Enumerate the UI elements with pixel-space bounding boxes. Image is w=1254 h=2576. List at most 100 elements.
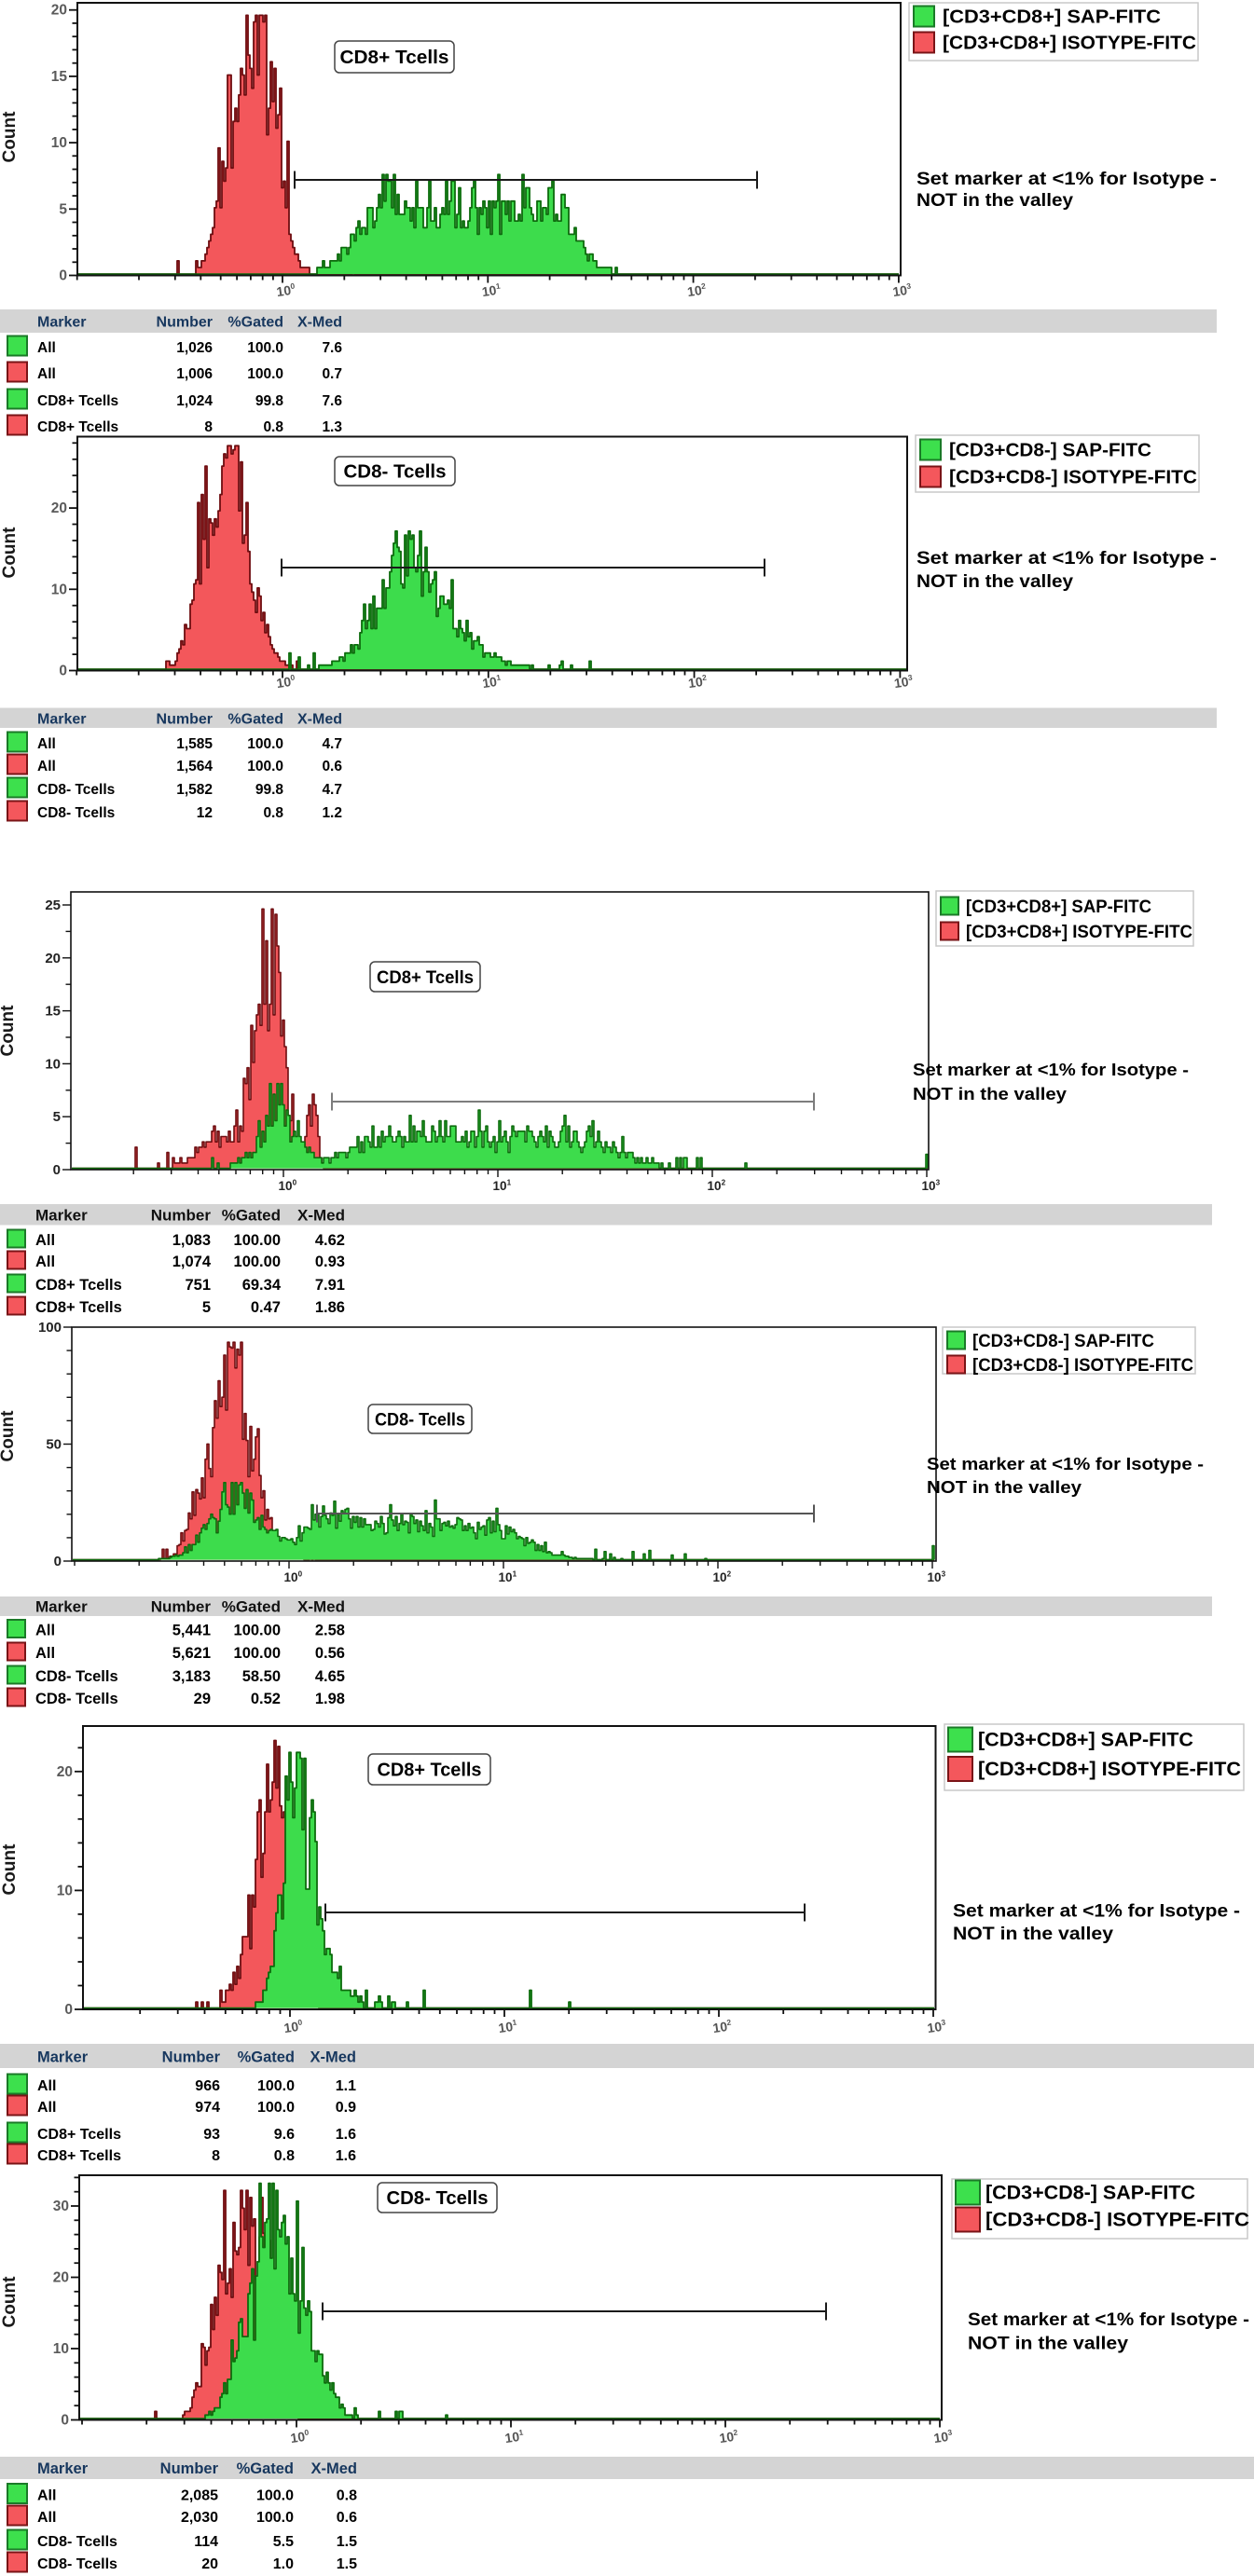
svg-text:0.56: 0.56	[315, 1645, 345, 1662]
svg-text:2: 2	[727, 1569, 732, 1578]
svg-text:100.0: 100.0	[256, 2488, 294, 2504]
svg-text:7.6: 7.6	[322, 393, 342, 409]
svg-text:Marker: Marker	[35, 1207, 88, 1225]
svg-text:10: 10	[891, 282, 908, 299]
svg-text:1.2: 1.2	[322, 805, 342, 821]
svg-text:966: 966	[195, 2078, 220, 2094]
svg-text:99.8: 99.8	[255, 393, 284, 409]
svg-text:0.47: 0.47	[251, 1299, 281, 1316]
svg-text:All: All	[35, 1645, 55, 1662]
svg-text:1.6: 1.6	[336, 2148, 356, 2164]
svg-text:Marker: Marker	[35, 1598, 88, 1616]
svg-text:All: All	[37, 2510, 56, 2526]
svg-text:0.8: 0.8	[263, 805, 283, 821]
svg-text:8: 8	[212, 2148, 220, 2164]
svg-text:100.0: 100.0	[247, 759, 283, 774]
svg-text:[CD3+CD8+] ISOTYPE-FITC: [CD3+CD8+] ISOTYPE-FITC	[966, 923, 1192, 942]
svg-text:0: 0	[304, 2427, 310, 2437]
svg-text:10: 10	[921, 1179, 935, 1193]
svg-text:114: 114	[194, 2534, 218, 2550]
svg-text:Count: Count	[0, 111, 20, 163]
svg-text:[CD3+CD8+] SAP-FITC: [CD3+CD8+] SAP-FITC	[978, 1730, 1193, 1751]
svg-text:Number: Number	[162, 2049, 221, 2066]
svg-text:Number: Number	[157, 712, 213, 728]
svg-text:%Gated: %Gated	[222, 1207, 281, 1225]
svg-text:4.7: 4.7	[322, 782, 342, 798]
svg-text:10: 10	[497, 2019, 514, 2035]
svg-text:9.6: 9.6	[274, 2127, 295, 2143]
svg-text:[CD3+CD8-] ISOTYPE-FITC: [CD3+CD8-] ISOTYPE-FITC	[972, 1356, 1193, 1376]
svg-text:2: 2	[733, 2427, 738, 2437]
svg-text:%Gated: %Gated	[227, 712, 283, 728]
svg-text:Count: Count	[0, 1005, 18, 1057]
svg-text:X-Med: X-Med	[310, 2049, 357, 2066]
svg-text:4.65: 4.65	[315, 1668, 345, 1685]
svg-text:20: 20	[53, 2270, 69, 2286]
svg-text:1,585: 1,585	[176, 736, 213, 752]
svg-text:2,085: 2,085	[181, 2488, 218, 2504]
svg-text:10: 10	[498, 1570, 512, 1584]
svg-text:[CD3+CD8+] ISOTYPE-FITC: [CD3+CD8+] ISOTYPE-FITC	[978, 1759, 1241, 1780]
svg-text:100.00: 100.00	[234, 1645, 281, 1662]
svg-text:X-Med: X-Med	[311, 2460, 358, 2477]
svg-text:10: 10	[893, 674, 910, 691]
svg-text:0: 0	[290, 672, 296, 682]
svg-text:Marker: Marker	[37, 2460, 89, 2477]
svg-text:10: 10	[711, 2019, 728, 2035]
svg-text:[CD3+CD8-] SAP-FITC: [CD3+CD8-] SAP-FITC	[985, 2183, 1195, 2204]
svg-text:20: 20	[201, 2556, 218, 2572]
svg-text:0: 0	[54, 1554, 62, 1569]
svg-text:[CD3+CD8-] SAP-FITC: [CD3+CD8-] SAP-FITC	[949, 441, 1151, 461]
svg-text:X-Med: X-Med	[297, 1207, 345, 1225]
svg-text:10: 10	[718, 2429, 735, 2446]
svg-text:Set marker at <1% for Isotype: Set marker at <1% for Isotype -	[916, 549, 1217, 569]
svg-text:1,564: 1,564	[176, 759, 213, 774]
svg-text:5,441: 5,441	[172, 1623, 211, 1639]
svg-text:X-Med: X-Med	[297, 315, 342, 331]
svg-text:20: 20	[51, 3, 67, 19]
svg-text:5: 5	[59, 201, 67, 217]
svg-text:10: 10	[686, 282, 703, 299]
svg-text:4.7: 4.7	[322, 736, 342, 752]
svg-text:All: All	[37, 2078, 56, 2094]
svg-text:100.0: 100.0	[247, 366, 283, 382]
svg-text:10: 10	[282, 2019, 299, 2035]
svg-text:100.00: 100.00	[234, 1254, 281, 1270]
svg-text:5: 5	[53, 1109, 61, 1125]
svg-text:All: All	[37, 340, 56, 356]
svg-text:1,024: 1,024	[176, 393, 213, 409]
svg-text:1,006: 1,006	[176, 366, 213, 382]
svg-text:CD8- Tcells: CD8- Tcells	[344, 462, 447, 483]
svg-text:4.62: 4.62	[315, 1232, 345, 1249]
svg-text:5.5: 5.5	[273, 2534, 294, 2550]
svg-text:0: 0	[297, 2017, 303, 2027]
svg-text:Marker: Marker	[37, 315, 86, 331]
svg-text:10: 10	[932, 2429, 949, 2446]
svg-text:10: 10	[492, 1179, 506, 1193]
svg-text:30: 30	[53, 2199, 69, 2214]
svg-text:0.8: 0.8	[263, 419, 283, 435]
svg-text:3: 3	[942, 1569, 946, 1578]
svg-text:Marker: Marker	[37, 2049, 89, 2066]
svg-text:%Gated: %Gated	[222, 1598, 281, 1616]
svg-text:2: 2	[700, 281, 706, 291]
svg-text:12: 12	[197, 805, 213, 821]
svg-text:1: 1	[512, 2017, 517, 2027]
svg-text:7.91: 7.91	[315, 1277, 345, 1294]
svg-text:%Gated: %Gated	[238, 2049, 295, 2066]
svg-text:Set marker at <1% for Isotype: Set marker at <1% for Isotype -	[913, 1060, 1189, 1079]
svg-text:15: 15	[45, 1004, 61, 1020]
svg-text:NOT in the valley: NOT in the valley	[968, 2335, 1128, 2354]
svg-text:8: 8	[204, 419, 213, 435]
svg-text:0: 0	[59, 268, 67, 284]
svg-text:0: 0	[59, 664, 67, 679]
svg-text:0: 0	[53, 1162, 61, 1178]
svg-text:1.5: 1.5	[337, 2556, 357, 2572]
svg-text:All: All	[37, 736, 56, 752]
svg-text:5: 5	[202, 1299, 211, 1316]
svg-text:50: 50	[46, 1437, 62, 1453]
svg-text:100.0: 100.0	[247, 736, 283, 752]
svg-text:10: 10	[283, 1570, 297, 1584]
svg-text:10: 10	[51, 135, 67, 151]
svg-text:0.8: 0.8	[337, 2488, 357, 2504]
